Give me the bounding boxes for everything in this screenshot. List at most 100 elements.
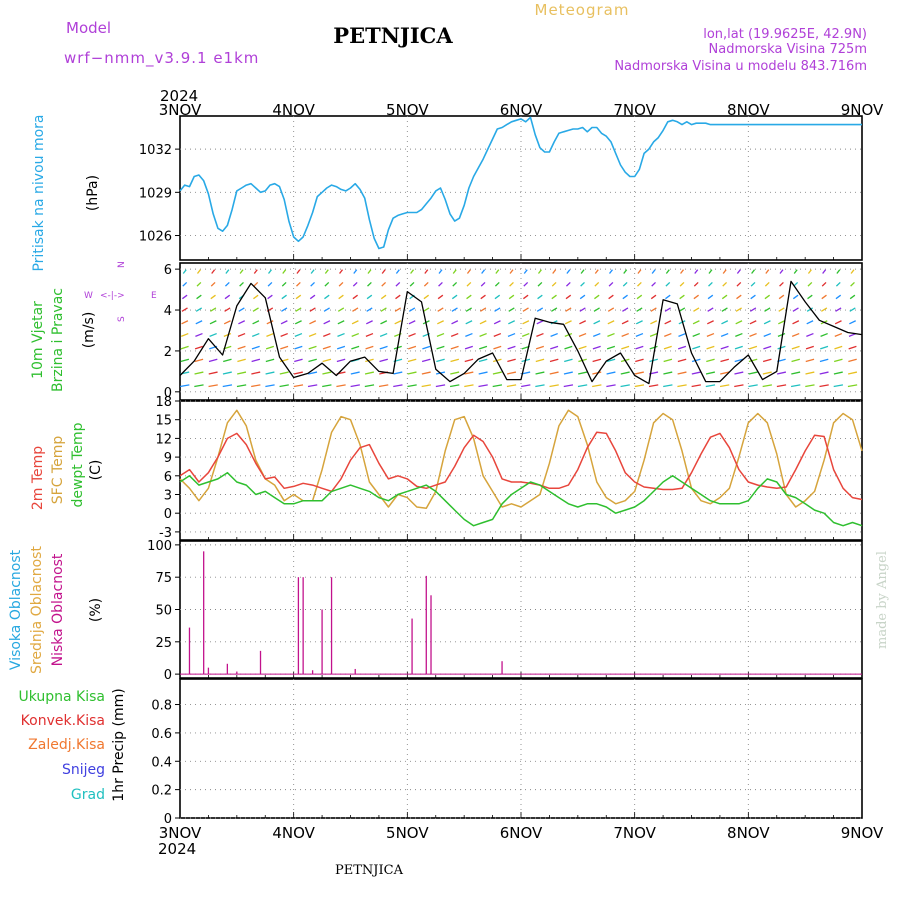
wind-arrow	[763, 332, 772, 337]
wind-arrow	[478, 371, 488, 375]
wind-arrow	[820, 332, 828, 337]
precip-snow-label: Snijeg	[62, 762, 105, 778]
wind-arrow	[609, 269, 613, 274]
wind-arrow	[421, 358, 431, 363]
wind-arrow	[580, 269, 585, 274]
wind-arrow	[452, 269, 457, 274]
wind-arrow	[678, 332, 686, 337]
cloud-unit-label: (%)	[88, 598, 104, 622]
wind-arrow	[664, 320, 672, 325]
cloud-side-labels: Visoka Oblacnost Srednja Oblacnost Niska…	[8, 546, 104, 674]
wind-arrow	[481, 269, 486, 274]
wind-arrow	[266, 332, 274, 337]
bottom-day-label: 5NOV	[386, 824, 429, 842]
wind-arrow	[749, 345, 758, 350]
wind-arrow	[834, 320, 842, 325]
wind-arrow	[194, 384, 204, 388]
wind-arrow	[720, 358, 729, 363]
wind-arrow	[807, 269, 812, 274]
wind-arrow	[535, 345, 545, 350]
wind-arrow	[409, 281, 415, 287]
wind-arrow	[293, 371, 303, 375]
wind-arrow	[222, 371, 232, 375]
temperature-y-tick-label: 6	[164, 470, 172, 485]
wind-arrow	[196, 269, 201, 274]
wind-arrow	[339, 269, 344, 274]
wind-arrow	[295, 307, 302, 312]
wind-arrow	[353, 269, 358, 274]
wind-arrow	[281, 307, 288, 312]
bottom-day-label: 9NOV	[841, 824, 884, 842]
wind-arrow	[663, 371, 673, 375]
wind-arrow	[705, 371, 715, 375]
wind-arrow	[196, 294, 202, 300]
wind-arrow	[393, 384, 403, 388]
wind-arrow	[691, 358, 701, 363]
elevation-label: Nadmorska Visina 725m	[709, 42, 868, 57]
wind-arrow	[408, 345, 417, 350]
wind-arrow	[564, 358, 573, 363]
wind-arrow	[765, 269, 770, 274]
wind-arrow	[450, 371, 460, 375]
pressure-series-line	[179, 116, 862, 250]
wind-arrow	[606, 384, 616, 388]
wind-arrow	[508, 294, 515, 300]
wind-arrow	[848, 345, 857, 350]
wind-arrow	[593, 320, 601, 325]
wind-arrow	[748, 384, 758, 388]
wind-arrow	[494, 294, 501, 300]
model-label: Model	[66, 19, 111, 37]
wind-arrow	[779, 269, 784, 274]
pressure-side-labels: Pritisak na nivou mora (hPa)	[31, 114, 101, 271]
wind-arrow	[565, 281, 571, 287]
wind-arrow	[393, 371, 403, 375]
wind-arrow	[308, 332, 317, 337]
wind-arrow	[722, 269, 727, 274]
wind-arrow	[336, 358, 346, 363]
wind-arrow	[849, 320, 856, 325]
wind-arrow	[819, 358, 829, 363]
wind-arrow	[281, 294, 287, 300]
wind-arrow	[593, 332, 601, 337]
wind-arrow	[578, 371, 588, 375]
wind-arrow	[366, 307, 373, 312]
wind-arrow	[450, 332, 459, 337]
wind-arrow	[693, 281, 699, 287]
wind-arrow	[521, 384, 531, 388]
wind-arrow	[364, 384, 375, 388]
wind-arrow	[648, 384, 659, 388]
wind-arrow	[464, 358, 474, 363]
wind-arrow	[251, 345, 260, 350]
wind-arrow	[308, 371, 318, 375]
wind-arrow	[365, 332, 374, 337]
wind-arrow	[208, 371, 218, 375]
wind-arrow	[664, 307, 671, 312]
wind-arrow	[180, 332, 189, 337]
wind-arrow	[776, 371, 787, 375]
wind-arrow	[337, 307, 345, 312]
top-day-label: 9NOV	[841, 101, 884, 119]
wind-arrow	[322, 345, 331, 350]
wind-arrow	[720, 371, 730, 375]
wind-arrow	[324, 281, 330, 287]
wind-arrow	[735, 320, 743, 325]
wind-arrow	[536, 332, 544, 337]
wind-y-tick-label: 0	[164, 386, 172, 401]
wind-arrow	[478, 384, 488, 388]
wind-arrow	[749, 307, 757, 312]
wind-arrow	[251, 358, 261, 363]
wind-arrow	[423, 294, 430, 300]
wind-arrow	[693, 307, 700, 312]
wind-arrow	[294, 332, 303, 337]
wind-arrow	[380, 320, 388, 325]
temperature-y-tick-label: 0	[164, 507, 172, 522]
compass-arrows: <-|->	[100, 291, 125, 301]
wind-arrow	[807, 281, 813, 287]
wind-arrow	[764, 294, 771, 300]
wind-arrow	[849, 294, 856, 300]
wind-arrow	[848, 358, 857, 363]
wind-arrow	[380, 307, 387, 312]
wind-arrow	[708, 281, 713, 287]
wind-arrow	[566, 269, 571, 274]
wind-arrow	[494, 281, 500, 287]
